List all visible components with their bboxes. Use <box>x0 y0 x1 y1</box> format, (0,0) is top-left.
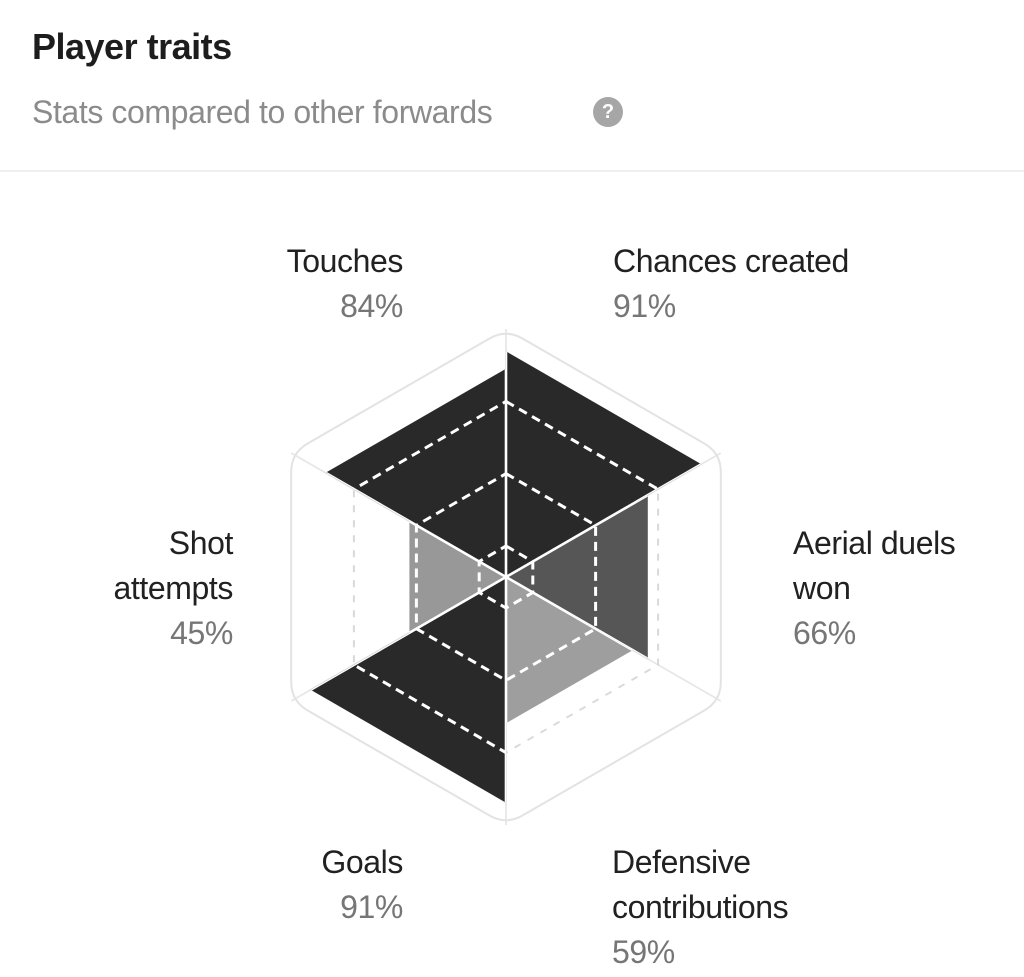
trait-label-chances-created: Chances created 91% <box>613 239 849 329</box>
trait-value: 91% <box>340 889 403 925</box>
trait-value: 66% <box>793 615 856 651</box>
trait-name: Chances created <box>613 243 849 279</box>
trait-name: Defensive contributions <box>612 844 789 925</box>
page-title: Player traits <box>32 26 232 67</box>
chart-subtitle: Stats compared to other forwards <box>32 94 493 130</box>
trait-label-shot-attempts: Shot attempts 45% <box>83 521 233 656</box>
trait-name: Goals <box>321 844 403 880</box>
trait-label-aerial-duels-won: Aerial duels won 66% <box>793 521 988 656</box>
trait-name: Touches <box>286 243 404 279</box>
trait-label-defensive-contributions: Defensive contributions 59% <box>612 840 877 975</box>
trait-name: Aerial duels won <box>793 525 956 606</box>
trait-label-touches: Touches 84% <box>286 239 404 329</box>
divider <box>0 170 1024 172</box>
trait-value: 59% <box>612 934 675 970</box>
trait-value: 91% <box>613 288 676 324</box>
help-icon[interactable]: ? <box>593 97 623 127</box>
trait-name: Shot attempts <box>113 525 233 606</box>
trait-label-goals: Goals 91% <box>321 840 403 930</box>
trait-value: 45% <box>170 615 233 651</box>
trait-value: 84% <box>340 288 403 324</box>
